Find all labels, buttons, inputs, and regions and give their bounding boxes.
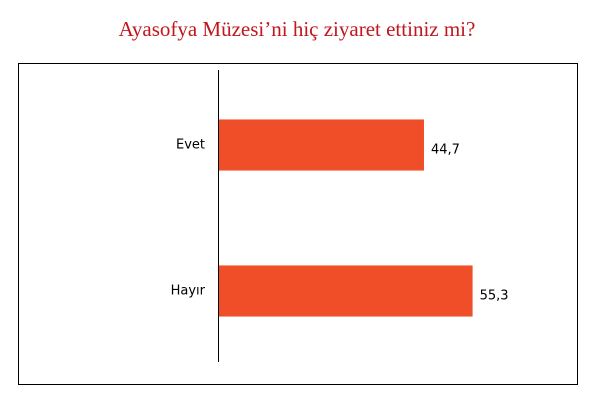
bar [219, 265, 473, 317]
plot-frame [18, 63, 578, 385]
y-tick-label: Hayır [171, 284, 206, 299]
chart-title: Ayasofya Müzesi’ni hiç ziyaret ettiniz m… [119, 17, 476, 41]
data-label: 44,7 [431, 143, 460, 158]
data-label: 55,3 [480, 289, 509, 304]
y-tick-label: Evet [176, 138, 205, 153]
bar [219, 119, 424, 171]
